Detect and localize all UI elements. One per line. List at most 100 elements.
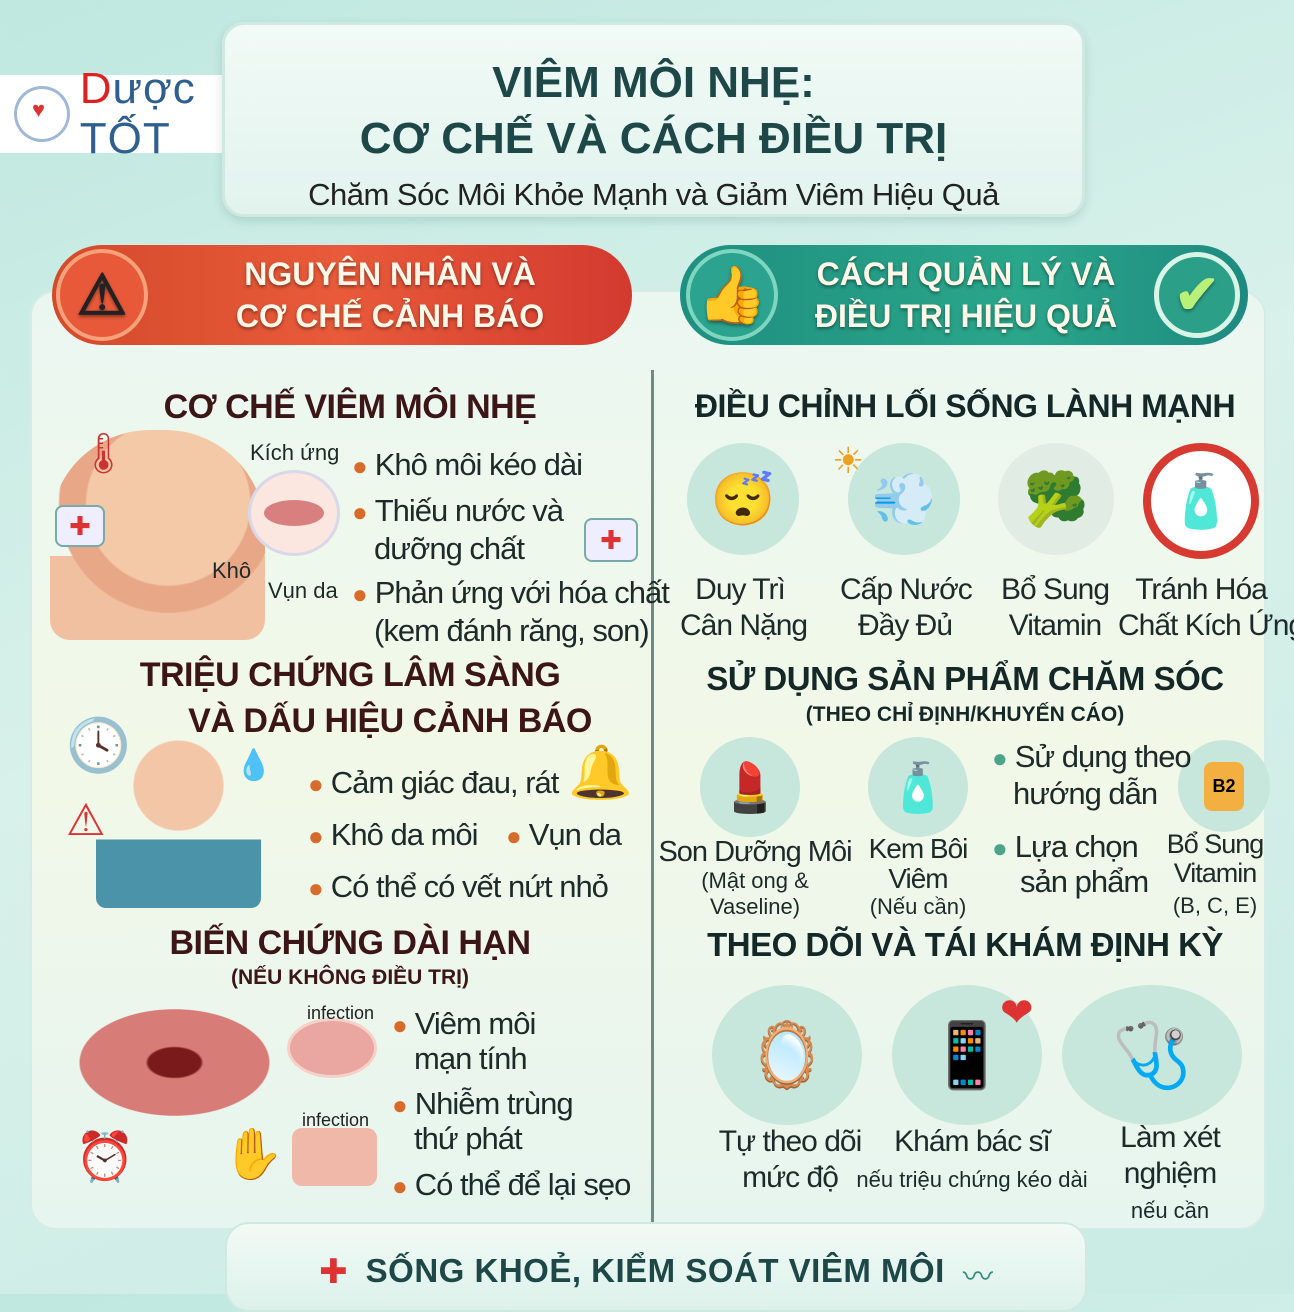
symptom-bullet: ● Cảm giác đau, rát bbox=[308, 765, 559, 800]
label-line: Cân Nặng bbox=[680, 609, 808, 642]
bullet-text: Khô da môi bbox=[330, 817, 479, 852]
monitoring-note: nếu triệu chứng kéo dài bbox=[856, 1167, 1088, 1192]
label-irritation: Kích ứng bbox=[250, 440, 340, 465]
mechanism-bullet-cont: (kem đánh răng, son) bbox=[374, 613, 650, 648]
mechanism-bullet: ● Khô môi kéo dài bbox=[352, 447, 583, 482]
treatment-banner-line2: ĐIỀU TRỊ HIỆU QUẢ bbox=[814, 298, 1118, 334]
treatment-banner-line1: CÁCH QUẢN LÝ VÀ bbox=[816, 256, 1116, 292]
label-line: Bổ Sung bbox=[1000, 573, 1110, 606]
product-bullet: ● Sử dụng theo bbox=[992, 739, 1192, 774]
lifestyle-label: Cấp Nước Đầy Đủ bbox=[840, 572, 973, 644]
infected-lips-icon bbox=[287, 1018, 377, 1078]
mechanism-bullet: ● Thiếu nước và bbox=[352, 493, 564, 528]
thermometer-icon: 🌡 bbox=[78, 432, 129, 476]
brand-name-rest: ược bbox=[112, 64, 196, 113]
bullet-text: Phản ứng với hóa chất bbox=[374, 575, 670, 610]
label-line: Bổ Sung bbox=[1166, 829, 1265, 859]
label-flaking: Vụn da bbox=[268, 578, 338, 603]
vegetables-icon: 🥦 bbox=[998, 443, 1114, 555]
complication-bullet: ● Viêm môi bbox=[392, 1006, 537, 1041]
monitoring-label: Tự theo dõi mức độ bbox=[700, 1124, 880, 1196]
causes-banner-line1: NGUYÊN NHÂN VÀ bbox=[244, 256, 536, 292]
bullet-text: Vụn da bbox=[528, 817, 622, 852]
vitamin-bottle-label: B2 bbox=[1204, 761, 1244, 811]
monitoring-label: Khám bác sĩ bbox=[894, 1125, 1051, 1158]
complication-bullet-cont: mạn tính bbox=[414, 1041, 528, 1076]
product-bullet: ● Lựa chọn bbox=[992, 829, 1139, 864]
footer-banner: ✚ SỐNG KHOẺ, KIỂM SOÁT VIÊM MÔI 〰 bbox=[225, 1222, 1087, 1312]
sun-icon: ☀ bbox=[832, 440, 865, 481]
cream-note: (Nếu cần) bbox=[869, 894, 967, 919]
label-line: Viêm bbox=[888, 863, 948, 894]
label-line: (Mật ong & bbox=[701, 868, 809, 893]
products-heading: SỬ DỤNG SẢN PHẨM CHĂM SÓC bbox=[706, 660, 1224, 697]
label-line: Làm xét bbox=[1120, 1121, 1221, 1154]
infection-label: infection bbox=[307, 1003, 375, 1023]
treatment-banner: 👍 CÁCH QUẢN LÝ VÀ ĐIỀU TRỊ HIỆU QUẢ ✔ bbox=[680, 245, 1248, 345]
lifestyle-heading: ĐIỀU CHỈNH LỐI SỐNG LÀNH MẠNH bbox=[694, 388, 1236, 424]
monitoring-note: nếu cần bbox=[1130, 1198, 1210, 1223]
column-divider bbox=[651, 370, 654, 1225]
brand-name: Dược TỐT bbox=[80, 64, 298, 164]
hand-icon: ✋ bbox=[222, 1126, 285, 1182]
causes-banner: ⚠ NGUYÊN NHÂN VÀ CƠ CHẾ CẢNH BÁO bbox=[52, 245, 632, 345]
label-line: Vitamin bbox=[1173, 858, 1258, 888]
symptom-bullet: ● Có thể có vết nứt nhỏ bbox=[308, 869, 609, 904]
bullet-text: Sử dụng theo bbox=[1014, 739, 1192, 774]
label-line: Duy Trì bbox=[695, 573, 786, 606]
mechanism-bullet: ● Phản ứng với hóa chất bbox=[352, 575, 670, 610]
symptom-bullet: ● Khô da môi bbox=[308, 817, 479, 852]
cracked-lips-illustration bbox=[72, 1005, 277, 1120]
medical-kit-icon: ✚ bbox=[319, 1253, 348, 1291]
thumbs-up-icon: 👍 bbox=[686, 249, 778, 341]
lifestyle-label: Tránh Hóa Chất Kích Ứng bbox=[1118, 572, 1294, 644]
complication-bullet: ● Nhiễm trùng bbox=[392, 1086, 574, 1121]
infection-label: infection bbox=[302, 1110, 370, 1130]
lifestyle-label: Duy Trì Cân Nặng bbox=[680, 572, 808, 644]
mechanism-bullet-cont: dưỡng chất bbox=[374, 531, 525, 566]
lip-balm-label: Son Dưỡng Môi bbox=[658, 836, 852, 868]
lip-balm-icon: 💄 bbox=[700, 737, 800, 837]
brand-letter-d: D bbox=[79, 64, 113, 113]
label-line: nghiệm bbox=[1123, 1157, 1217, 1190]
page-title-line2: CƠ CHẾ VÀ CÁCH ĐIỀU TRỊ bbox=[359, 114, 948, 163]
dry-lips-icon bbox=[248, 470, 340, 556]
label-line: Tự theo dõi bbox=[718, 1125, 863, 1158]
product-bullet-cont: sản phẩm bbox=[1020, 864, 1149, 899]
label-line: Cấp Nước bbox=[840, 573, 973, 606]
heart-logo-icon bbox=[14, 86, 70, 142]
bullet-text: Có thể có vết nứt nhỏ bbox=[330, 869, 609, 904]
title-card: VIÊM MÔI NHẸ: CƠ CHẾ VÀ CÁCH ĐIỀU TRỊ Ch… bbox=[222, 22, 1085, 217]
brand-name-tot: TỐT bbox=[79, 114, 171, 163]
label-line: mức độ bbox=[742, 1161, 839, 1194]
footer-text: SỐNG KHOẺ, KIỂM SOÁT VIÊM MÔI bbox=[365, 1252, 945, 1289]
vitamin-note: (B, C, E) bbox=[1172, 893, 1258, 918]
symptom-bullet: ● Vụn da bbox=[506, 817, 622, 852]
symptoms-heading-line2: VÀ DẤU HIỆU CẢNH BÁO bbox=[188, 702, 592, 740]
monitoring-label: Làm xét nghiệm bbox=[1100, 1120, 1240, 1192]
complications-subheading: (NẾU KHÔNG ĐIỀU TRỊ) bbox=[231, 966, 469, 989]
alarm-clock-icon: ⏰ bbox=[75, 1131, 135, 1184]
bullet-text: Có thể để lại sẹo bbox=[414, 1167, 632, 1202]
cream-label: Kem Bôi Viêm bbox=[858, 834, 978, 894]
label-line: Đầy Đủ bbox=[857, 609, 953, 642]
bullet-text: Nhiễm trùng bbox=[414, 1086, 574, 1121]
person-pain-illustration bbox=[96, 728, 261, 908]
label-line: Tránh Hóa bbox=[1135, 573, 1268, 606]
doctor-visit-phone-icon: 📱 bbox=[892, 985, 1042, 1125]
causes-banner-line2: CƠ CHẾ CẢNH BÁO bbox=[235, 298, 545, 334]
label-line: Chất Kích Ứng bbox=[1118, 609, 1294, 642]
infected-skin-icon bbox=[292, 1128, 377, 1186]
bell-icon: 🔔 bbox=[568, 744, 633, 802]
vitamin-label: Bổ Sung Vitamin bbox=[1160, 830, 1270, 888]
products-subheading: (THEO CHỈ ĐỊNH/KHUYẾN CÁO) bbox=[805, 703, 1125, 726]
lifestyle-label: Bổ Sung Vitamin bbox=[995, 572, 1115, 644]
bullet-text: Viêm môi bbox=[414, 1006, 537, 1041]
no-chemicals-icon: 🧴 bbox=[1143, 443, 1259, 559]
complication-bullet-cont: thứ phát bbox=[414, 1121, 523, 1156]
cream-tube-icon: 🧴 bbox=[868, 737, 968, 837]
self-check-mirror-icon: 🪞 bbox=[712, 985, 862, 1125]
complication-bullet: ● Có thể để lại sẹo bbox=[392, 1167, 632, 1202]
page-subtitle: Chăm Sóc Môi Khỏe Mạnh và Giảm Viêm Hiệu… bbox=[308, 177, 999, 212]
vitamin-bottle-icon: B2 bbox=[1178, 740, 1270, 832]
